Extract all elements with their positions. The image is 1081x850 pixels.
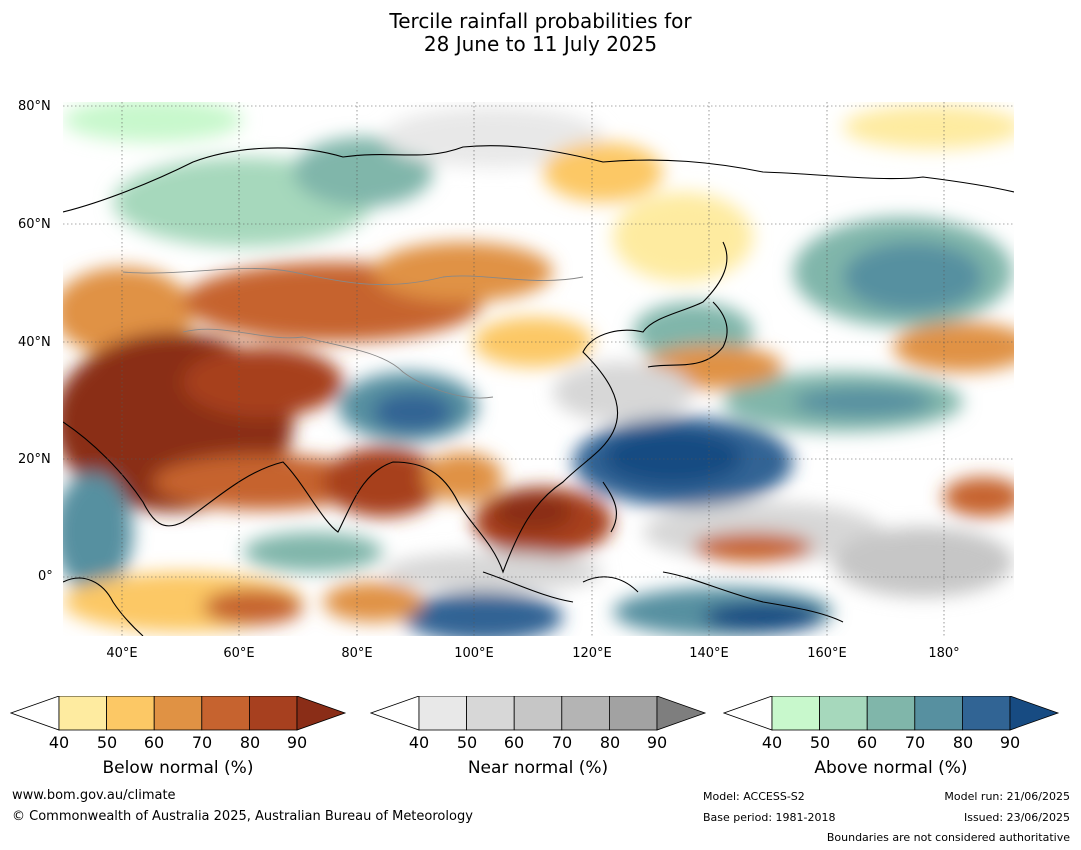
colorbar-extend-high: [656, 696, 707, 731]
colorbar-extend-low: [370, 696, 420, 731]
model-text: Model: ACCESS-S2: [703, 790, 805, 803]
map-title-line2: 28 June to 11 July 2025: [423, 32, 658, 56]
colorbar-segment: [201, 696, 250, 731]
colorbar-extend-high: [296, 696, 347, 731]
colorbar-segment: [914, 696, 963, 731]
above-tick-60: 60: [856, 733, 878, 752]
lat-label-0: 0°: [38, 569, 53, 584]
map-title-line1: Tercile rainfall probabilities for: [389, 9, 692, 33]
colorbar-segment: [418, 696, 467, 731]
colorbar-segment: [513, 696, 563, 731]
above-tick-50: 50: [809, 733, 831, 752]
colorbar-extend-low: [723, 696, 773, 731]
below-tick-50: 50: [96, 733, 118, 752]
lon-label-120e: 120°E: [572, 646, 612, 661]
lat-label-40n: 40°N: [18, 335, 51, 350]
colorbar-segment: [58, 696, 107, 731]
above-tick-40: 40: [761, 733, 783, 752]
colorbar-segment: [866, 696, 916, 731]
colorbar-segment: [106, 696, 155, 731]
lat-label-60n: 60°N: [18, 217, 51, 232]
near-tick-80: 80: [599, 733, 621, 752]
copyright-text: © Commonwealth of Australia 2025, Austra…: [12, 809, 473, 824]
boundaries-note: Boundaries are not considered authoritat…: [826, 831, 1070, 844]
below-tick-90: 90: [286, 733, 308, 752]
colorbar-segment: [608, 696, 658, 731]
below-normal-label: Below normal (%): [102, 758, 254, 778]
lon-label-160e: 160°E: [807, 646, 847, 661]
colorbar-segment: [466, 696, 515, 731]
below-tick-60: 60: [143, 733, 165, 752]
below-tick-80: 80: [239, 733, 261, 752]
website-link[interactable]: www.bom.gov.au/climate: [12, 788, 176, 803]
below-tick-70: 70: [191, 733, 213, 752]
lon-label-60e: 60°E: [223, 646, 255, 661]
above-tick-80: 80: [952, 733, 974, 752]
colorbar-segment: [771, 696, 820, 731]
model-run-text: Model run: 21/06/2025: [944, 790, 1070, 803]
below-tick-40: 40: [48, 733, 70, 752]
rainfall-probability-map: [63, 102, 1014, 636]
base-period-text: Base period: 1981-2018: [703, 811, 836, 824]
lon-label-80e: 80°E: [341, 646, 373, 661]
lon-label-40e: 40°E: [106, 646, 138, 661]
below-normal-colorbar: [10, 696, 347, 731]
colorbar-segment: [248, 696, 298, 731]
near-tick-40: 40: [408, 733, 430, 752]
lon-label-180: 180°: [928, 646, 960, 661]
colorbar-segment: [153, 696, 203, 731]
above-tick-70: 70: [904, 733, 926, 752]
colorbar-segment: [561, 696, 610, 731]
lat-label-20n: 20°N: [18, 452, 51, 467]
colorbar-extend-low: [10, 696, 60, 731]
above-normal-colorbar: [723, 696, 1060, 731]
near-tick-70: 70: [551, 733, 573, 752]
near-tick-50: 50: [456, 733, 478, 752]
near-normal-colorbar: [370, 696, 707, 731]
colorbar-segment: [819, 696, 868, 731]
near-tick-90: 90: [646, 733, 668, 752]
issued-text: Issued: 23/06/2025: [963, 811, 1070, 824]
near-normal-label: Near normal (%): [467, 758, 609, 778]
lon-label-140e: 140°E: [689, 646, 729, 661]
colorbar-segment: [961, 696, 1011, 731]
lat-label-80n: 80°N: [18, 99, 51, 114]
above-tick-90: 90: [999, 733, 1021, 752]
near-tick-60: 60: [503, 733, 525, 752]
colorbar-extend-high: [1009, 696, 1060, 731]
above-normal-label: Above normal (%): [814, 758, 968, 778]
lon-label-100e: 100°E: [454, 646, 494, 661]
